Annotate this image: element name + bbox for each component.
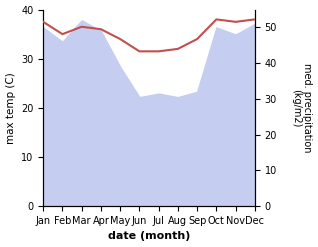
Y-axis label: med. precipitation
(kg/m2): med. precipitation (kg/m2) (291, 63, 313, 153)
Y-axis label: max temp (C): max temp (C) (5, 72, 16, 144)
X-axis label: date (month): date (month) (108, 231, 190, 242)
